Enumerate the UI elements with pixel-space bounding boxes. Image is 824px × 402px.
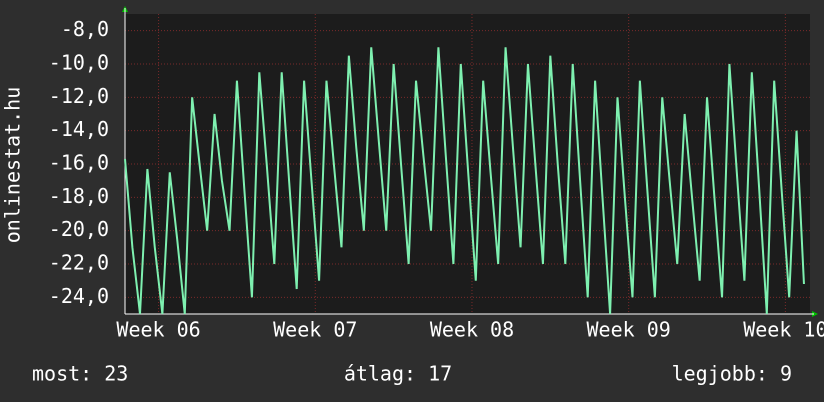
y-axis-label: onlinestat.hu bbox=[1, 87, 25, 244]
y-tick-label: -22,0 bbox=[49, 251, 109, 275]
x-tick-label: Week 07 bbox=[273, 318, 357, 342]
x-tick-label: Week 08 bbox=[430, 318, 514, 342]
stat-current: most: 23 bbox=[32, 362, 128, 386]
stat-best: legjobb: 9 bbox=[672, 362, 792, 386]
y-tick-label: -18,0 bbox=[49, 184, 109, 208]
y-tick-label: -12,0 bbox=[49, 84, 109, 108]
y-tick-label: -14,0 bbox=[49, 117, 109, 141]
x-tick-label: Week 09 bbox=[587, 318, 671, 342]
y-tick-label: -8,0 bbox=[61, 17, 109, 41]
y-tick-label: -20,0 bbox=[49, 217, 109, 241]
axis-arrow bbox=[812, 311, 818, 317]
stat-average: átlag: 17 bbox=[344, 362, 452, 386]
data-line bbox=[124, 47, 805, 315]
y-tick-label: -10,0 bbox=[49, 51, 109, 75]
y-tick-label: -16,0 bbox=[49, 151, 109, 175]
x-tick-label: Week 10 bbox=[743, 318, 824, 342]
y-tick-label: -24,0 bbox=[49, 284, 109, 308]
x-tick-label: Week 06 bbox=[116, 318, 200, 342]
